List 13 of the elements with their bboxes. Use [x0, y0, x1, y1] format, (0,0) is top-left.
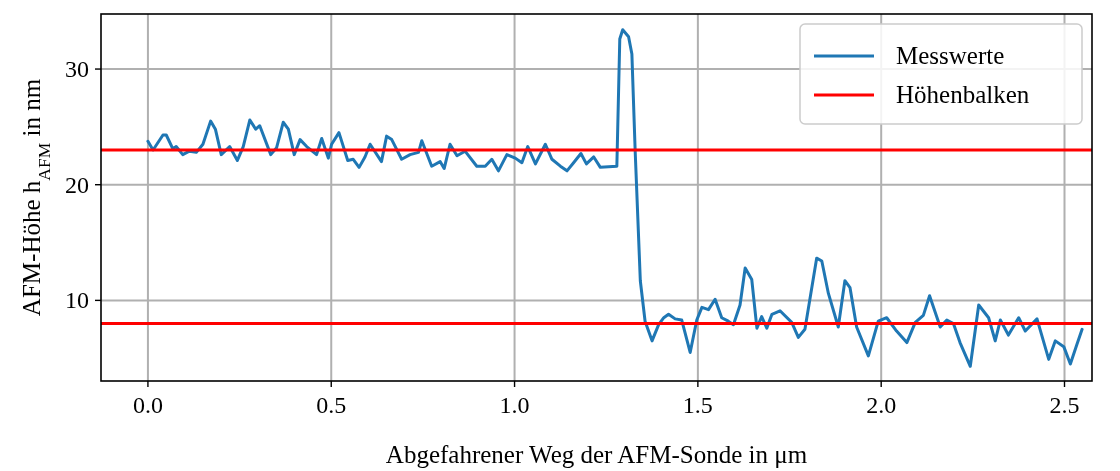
- x-axis-title: Abgefahrener Weg der AFM-Sonde in μm: [385, 441, 808, 468]
- x-tick-label: 1.5: [682, 392, 713, 418]
- legend-label: Höhenbalken: [896, 81, 1030, 108]
- x-tick-label: 2.5: [1049, 392, 1080, 418]
- line-series: [146, 28, 1084, 368]
- y-tick-label: 10: [65, 287, 89, 314]
- x-tick-label: 0.5: [316, 392, 347, 418]
- y-tick-label: 20: [65, 171, 89, 198]
- x-tick-label: 0.0: [132, 392, 163, 418]
- x-tick-label: 1.0: [499, 392, 530, 418]
- x-tick-label: 2.0: [866, 392, 897, 418]
- y-tick-label: 30: [65, 56, 89, 83]
- legend-label: Messwerte: [896, 42, 1005, 69]
